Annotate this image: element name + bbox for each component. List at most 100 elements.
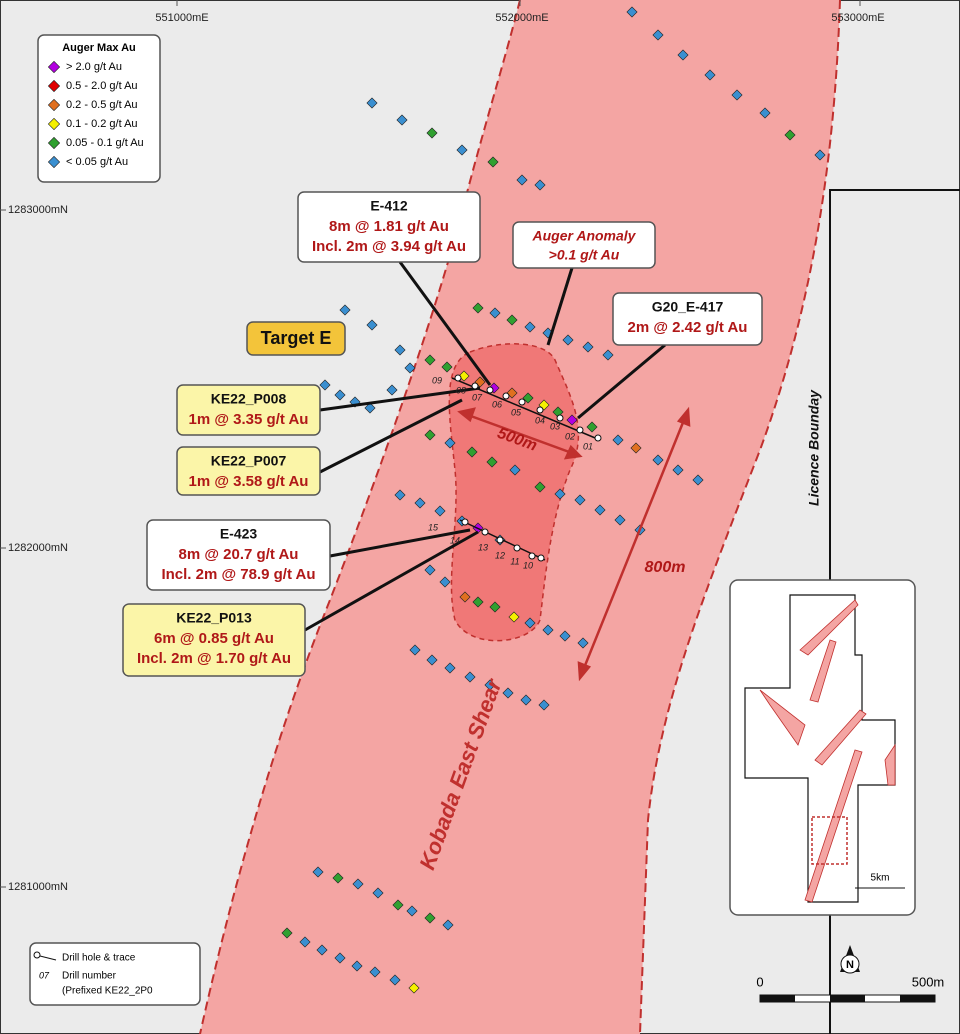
sample bbox=[424, 354, 436, 366]
sample bbox=[426, 654, 438, 666]
sample bbox=[334, 952, 346, 964]
sample bbox=[389, 974, 401, 986]
north-arrow: N bbox=[840, 945, 860, 974]
sample bbox=[652, 29, 664, 41]
callout-line: Incl. 2m @ 1.70 g/t Au bbox=[137, 650, 291, 667]
drill-hole bbox=[461, 518, 469, 526]
scale-bar: 0 500m bbox=[756, 974, 944, 1003]
sample bbox=[459, 591, 471, 603]
callout-line: 8m @ 20.7 g/t Au bbox=[179, 546, 299, 563]
drill-number: 09 bbox=[432, 375, 442, 385]
sample bbox=[486, 456, 498, 468]
sample bbox=[559, 630, 571, 642]
sample bbox=[487, 156, 499, 168]
sample bbox=[574, 494, 586, 506]
drill-number: 14 bbox=[450, 535, 460, 545]
inset-scale: 5km bbox=[871, 873, 890, 884]
sample bbox=[424, 564, 436, 576]
sample bbox=[404, 362, 416, 374]
drill-hole bbox=[481, 528, 489, 536]
drill-hole bbox=[576, 426, 584, 434]
callout-title: E-412 bbox=[370, 198, 408, 214]
callout-line: 2m @ 2.42 g/t Au bbox=[628, 319, 748, 336]
sample bbox=[369, 966, 381, 978]
sample bbox=[542, 624, 554, 636]
sample bbox=[489, 307, 501, 319]
shear-edge bbox=[199, 0, 521, 1034]
legend-item: 0.1 - 0.2 g/t Au bbox=[66, 118, 138, 130]
northing-label: 1282000mN bbox=[8, 542, 68, 554]
sample bbox=[406, 905, 418, 917]
target-box bbox=[246, 321, 346, 356]
anomaly-box bbox=[512, 221, 656, 269]
sample bbox=[489, 601, 501, 613]
sample bbox=[534, 179, 546, 191]
sample bbox=[652, 454, 664, 466]
drill-number: 12 bbox=[495, 550, 505, 560]
sample bbox=[364, 402, 376, 414]
sample bbox=[677, 49, 689, 61]
sample bbox=[299, 936, 311, 948]
sample bbox=[472, 596, 484, 608]
sample bbox=[466, 446, 478, 458]
sample bbox=[366, 97, 378, 109]
sample bbox=[731, 89, 743, 101]
sample bbox=[47, 98, 61, 112]
legend-item: 0.2 - 0.5 g/t Au bbox=[66, 99, 138, 111]
north-label: N bbox=[846, 959, 854, 971]
sample bbox=[602, 349, 614, 361]
callout-box bbox=[297, 191, 481, 263]
sample bbox=[424, 912, 436, 924]
sample bbox=[316, 944, 328, 956]
drill-legend: Drill hole & trace 07 Drill number (Pref… bbox=[29, 942, 201, 1006]
drill-hole bbox=[502, 392, 510, 400]
drill-legend-note: (Prefixed KE22_2P0 bbox=[62, 986, 153, 997]
callout-title: E-423 bbox=[220, 526, 258, 542]
callouts: E-412 8m @ 1.81 g/t Au Incl. 2m @ 3.94 g/t… bbox=[122, 191, 763, 677]
sample bbox=[394, 489, 406, 501]
northing-label: 1281000mN bbox=[8, 881, 68, 893]
sample bbox=[814, 149, 826, 161]
sample bbox=[456, 144, 468, 156]
sample bbox=[408, 982, 420, 994]
sample bbox=[577, 637, 589, 649]
sample bbox=[538, 699, 550, 711]
sample bbox=[524, 617, 536, 629]
sample bbox=[334, 389, 346, 401]
sample bbox=[339, 304, 351, 316]
callout-line: Incl. 2m @ 78.9 g/t Au bbox=[161, 566, 315, 583]
inset-map: 5km bbox=[729, 579, 916, 916]
sample bbox=[692, 474, 704, 486]
sample bbox=[332, 872, 344, 884]
drill-legend-example: 07 bbox=[39, 970, 50, 980]
auger-samples bbox=[281, 6, 826, 994]
sample bbox=[396, 114, 408, 126]
anomaly-subtitle: >0.1 g/t Au bbox=[549, 247, 620, 263]
sample bbox=[484, 679, 496, 691]
callout-box bbox=[176, 446, 321, 496]
drill-hole bbox=[471, 382, 479, 390]
sample bbox=[281, 927, 293, 939]
leaders bbox=[304, 261, 666, 632]
grid-ticks bbox=[0, 0, 861, 888]
drill-hole bbox=[486, 386, 494, 394]
sample bbox=[509, 464, 521, 476]
drill-hole bbox=[594, 434, 602, 442]
callout-title: KE22_P008 bbox=[211, 391, 287, 407]
drill-number: 04 bbox=[535, 415, 545, 425]
drill-number: 02 bbox=[565, 431, 575, 441]
sample bbox=[47, 155, 61, 169]
sample bbox=[442, 919, 454, 931]
sample bbox=[424, 429, 436, 441]
sample bbox=[386, 384, 398, 396]
callout-box bbox=[146, 519, 331, 591]
sample bbox=[566, 414, 578, 426]
drill-number: 10 bbox=[523, 560, 533, 570]
callout-line: 1m @ 3.35 g/t Au bbox=[189, 411, 309, 428]
sample bbox=[47, 136, 61, 150]
drill-number: 11 bbox=[510, 556, 519, 566]
drill-hole bbox=[518, 398, 526, 406]
sample bbox=[522, 392, 534, 404]
sample bbox=[516, 174, 528, 186]
sample bbox=[351, 960, 363, 972]
